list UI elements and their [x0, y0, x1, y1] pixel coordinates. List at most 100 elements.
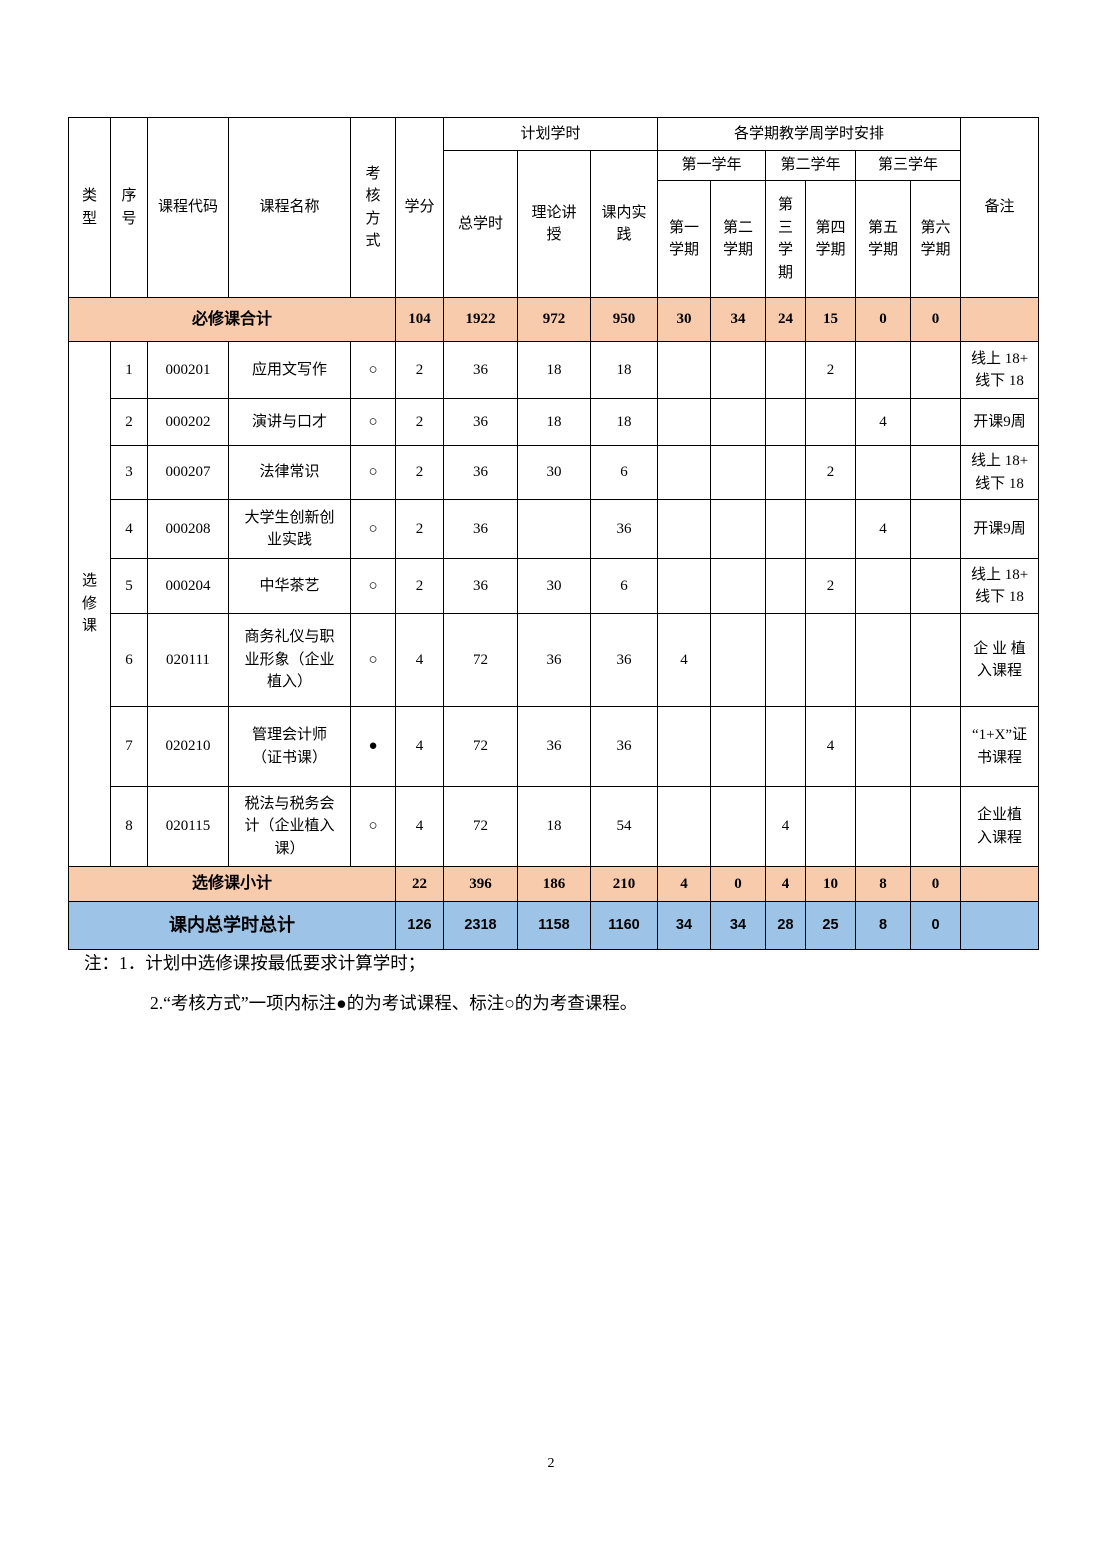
cell-sem6: 0 [909, 297, 962, 342]
cell-course-code: 000207 [147, 445, 229, 500]
cell-sem1 [657, 706, 711, 787]
cell-course-no: 2 [110, 398, 148, 446]
col-group-planned-hours: 计划学时 [443, 117, 658, 151]
cell-sem3 [765, 558, 806, 614]
cell-sem2 [710, 786, 766, 867]
cell-theory-hours: 972 [517, 297, 591, 342]
cell-course-code: 020111 [147, 613, 229, 707]
col-header-course-code: 课程代码 [147, 117, 229, 298]
cell-total-hours: 36 [443, 558, 518, 614]
cell-sem3 [765, 341, 806, 399]
cell-sem6 [909, 499, 962, 559]
cell-course-name: 商务礼仪与职 业形象（企业 植入） [228, 613, 351, 707]
elective-subtotal-row: 选修课小计 22 396 186 210 4 0 4 10 8 0 [68, 866, 1040, 902]
col-header-credits: 学分 [395, 117, 444, 298]
cell-remark: 线上 18+ 线下 18 [960, 558, 1040, 614]
cell-sem4: 2 [805, 341, 856, 399]
cell-sem3 [765, 445, 806, 500]
cell-sem1 [657, 499, 711, 559]
cell-sem6 [909, 558, 962, 614]
cell-theory-hours: 18 [517, 398, 591, 446]
cell-sem5: 4 [855, 499, 911, 559]
col-header-assess-method: 考 核 方 式 [350, 117, 396, 298]
cell-remark: 企业植 入课程 [960, 786, 1040, 867]
cell-practice-hours: 1160 [590, 901, 658, 950]
cell-remark: 开课9周 [960, 398, 1040, 446]
required-total-row: 必修课合计 104 1922 972 950 30 34 24 15 0 0 [68, 297, 1040, 342]
cell-remark [960, 901, 1040, 950]
cell-theory-hours [517, 499, 591, 559]
cell-credits: 2 [395, 398, 444, 446]
cell-theory-hours: 18 [517, 341, 591, 399]
cell-course-code: 020115 [147, 786, 229, 867]
cell-credits: 4 [395, 786, 444, 867]
cell-course-no: 4 [110, 499, 148, 559]
cell-credits: 2 [395, 445, 444, 500]
col-header-remark: 备注 [960, 117, 1040, 298]
cell-sem2 [710, 499, 766, 559]
cell-sem1 [657, 398, 711, 446]
cell-remark: 线上 18+ 线下 18 [960, 445, 1040, 500]
col-header-sem6: 第六 学期 [909, 180, 962, 298]
cell-sem2 [710, 398, 766, 446]
cell-total-hours: 36 [443, 341, 518, 399]
cell-remark [960, 866, 1040, 902]
cell-remark [960, 297, 1040, 342]
course-row: 7 020210 管理会计师 （证书课） ● 4 72 36 36 4 “1+X… [69, 706, 1040, 787]
col-header-sem2: 第二 学期 [710, 180, 766, 298]
cell-sem1 [657, 558, 711, 614]
cell-total-hours: 72 [443, 786, 518, 867]
cell-course-code: 000201 [147, 341, 229, 399]
col-header-sem3: 第 三 学 期 [765, 180, 806, 298]
course-row: 3 000207 法律常识 ○ 2 36 30 6 2 线上 18+ 线下 18 [69, 445, 1040, 500]
col-header-course-name: 课程名称 [228, 117, 351, 298]
cell-course-code: 000208 [147, 499, 229, 559]
cell-sem4: 4 [805, 706, 856, 787]
course-row: 2 000202 演讲与口才 ○ 2 36 18 18 4 开课9周 [69, 398, 1040, 446]
note-line-2: 2.“考核方式”一项内标注●的为考试课程、标注○的为考查课程。 [150, 992, 638, 1013]
page-number: 2 [547, 1456, 555, 1471]
cell-course-code: 000202 [147, 398, 229, 446]
cell-practice-hours: 950 [590, 297, 658, 342]
course-row: 8 020115 税法与税务会 计（企业植入 课） ○ 4 72 18 54 4… [69, 786, 1040, 867]
cell-practice-hours: 36 [590, 499, 658, 559]
cell-theory-hours: 30 [517, 558, 591, 614]
col-header-type: 类 型 [68, 117, 111, 298]
cell-course-name: 演讲与口才 [228, 398, 351, 446]
cell-sem3: 24 [765, 297, 806, 342]
cell-sem5 [855, 613, 911, 707]
cell-theory-hours: 18 [517, 786, 591, 867]
col-header-sem4: 第四 学期 [805, 180, 856, 298]
table-header: 类 型 序 号 课程代码 课程名称 考 核 方 式 学分 计划学时 各学期教学周… [68, 117, 1040, 298]
cell-course-no: 8 [110, 786, 148, 867]
cell-total-hours: 36 [443, 499, 518, 559]
cell-sem5 [855, 706, 911, 787]
cell-assess-method: ● [350, 706, 396, 787]
col-header-year3: 第三学年 [854, 150, 962, 181]
col-header-theory-hours: 理论讲 授 [517, 150, 591, 298]
cell-sem2 [710, 445, 766, 500]
cell-assess-method: ○ [350, 398, 396, 446]
cell-sem4: 25 [805, 901, 856, 950]
cell-sem1: 4 [657, 866, 711, 902]
cell-course-name: 大学生创新创 业实践 [228, 499, 351, 559]
col-header-sem1: 第一 学期 [657, 180, 711, 298]
cell-total-hours: 396 [443, 866, 518, 902]
cell-assess-method: ○ [350, 445, 396, 500]
cell-credits: 2 [395, 341, 444, 399]
cell-sem2 [710, 558, 766, 614]
cell-course-no: 6 [110, 613, 148, 707]
cell-credits: 22 [395, 866, 444, 902]
cell-sem5: 8 [855, 866, 911, 902]
cell-sem1 [657, 445, 711, 500]
cell-sem4: 2 [805, 558, 856, 614]
cell-assess-method: ○ [350, 558, 396, 614]
cell-sem1: 4 [657, 613, 711, 707]
cell-sem3: 4 [765, 786, 806, 867]
col-header-no: 序 号 [110, 117, 148, 298]
cell-practice-hours: 36 [590, 613, 658, 707]
note-line-1: 注：1．计划中选修课按最低要求计算学时； [84, 953, 426, 973]
course-row: 5 000204 中华茶艺 ○ 2 36 30 6 2 线上 18+ 线下 18 [69, 558, 1040, 614]
cell-sem4: 15 [805, 297, 856, 342]
